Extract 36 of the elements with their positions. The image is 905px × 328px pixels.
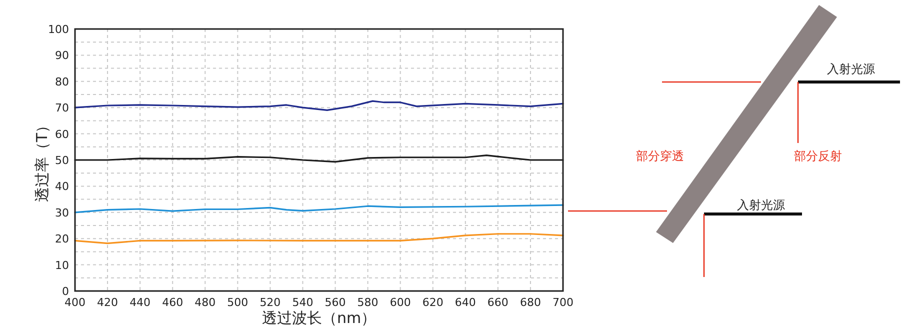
line-series	[74, 100, 564, 112]
x-tick-label: 680	[520, 296, 541, 309]
text: 入射光源	[827, 62, 875, 76]
x-tick-label: 480	[194, 296, 216, 309]
x-tick-label: 500	[227, 296, 248, 309]
y-tick-label: 10	[55, 258, 69, 272]
x-tick-label: 620	[422, 296, 444, 309]
y-tick-label: 50	[55, 154, 69, 167]
y-tick-label: 20	[55, 232, 69, 246]
x-tick-label: 660	[487, 296, 508, 309]
y-tick-label: 60	[55, 128, 69, 141]
x-tick-label: 560	[324, 296, 346, 309]
x-tick-label: 440	[130, 296, 151, 309]
line-series	[74, 204, 564, 214]
y-tick-label: 80	[55, 75, 69, 88]
y-axis-title: 透过率（T）	[33, 118, 51, 202]
x-tick-label: 700	[552, 296, 574, 309]
x-tick-label: 420	[97, 296, 118, 309]
y-tick-label: 100	[48, 23, 69, 36]
text: 部分反射	[794, 149, 842, 163]
x-axis-title: 透过波长（nm）	[262, 309, 376, 327]
x-tick-label: 580	[357, 296, 378, 309]
x-tick-label: 460	[162, 296, 184, 309]
text: 部分穿透	[636, 149, 684, 163]
line-series	[74, 233, 564, 244]
x-tick-label: 600	[390, 296, 411, 309]
x-tick-label: 540	[292, 296, 314, 309]
y-tick-label: 0	[62, 285, 69, 298]
y-tick-label: 90	[55, 49, 69, 62]
y-tick-label: 40	[55, 180, 69, 194]
x-tick-label: 400	[64, 296, 86, 309]
x-tick-label: 640	[454, 296, 476, 309]
text: 入射光源	[737, 198, 785, 212]
y-tick-label: 70	[55, 102, 69, 115]
x-tick-label: 520	[260, 296, 281, 309]
y-tick-label: 30	[55, 206, 69, 220]
